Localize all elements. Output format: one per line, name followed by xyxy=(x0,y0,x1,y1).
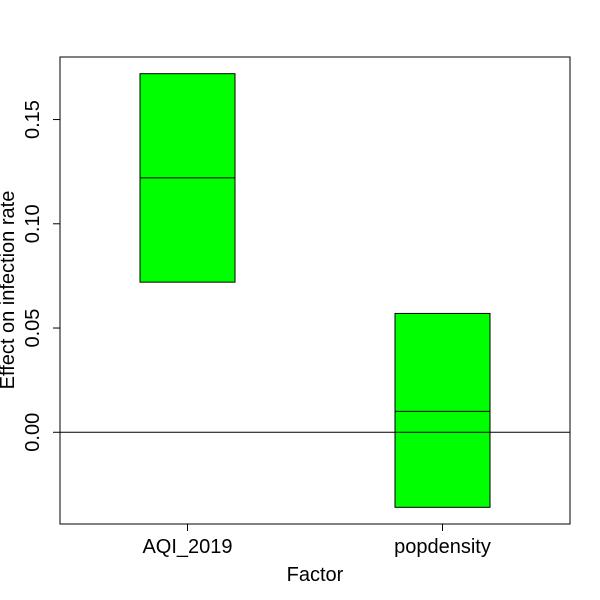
plot-frame xyxy=(59,56,571,525)
x-tick-label: AQI_2019 xyxy=(142,536,232,558)
y-tick-label: 0.10 xyxy=(22,204,44,243)
y-tick-label: 0.05 xyxy=(22,309,44,348)
plot-layer: 0.00 0.05 0.10 0.15 AQI_2019 popdensity xyxy=(22,73,570,558)
x-tick-label: popdensity xyxy=(394,536,491,558)
x-axis-label: Factor xyxy=(287,564,344,586)
y-axis-label: Effect on infection rate xyxy=(0,191,19,390)
box-popdensity xyxy=(394,312,491,508)
y-tick-label: 0.15 xyxy=(22,100,44,139)
y-tick-label: 0.00 xyxy=(22,413,44,452)
